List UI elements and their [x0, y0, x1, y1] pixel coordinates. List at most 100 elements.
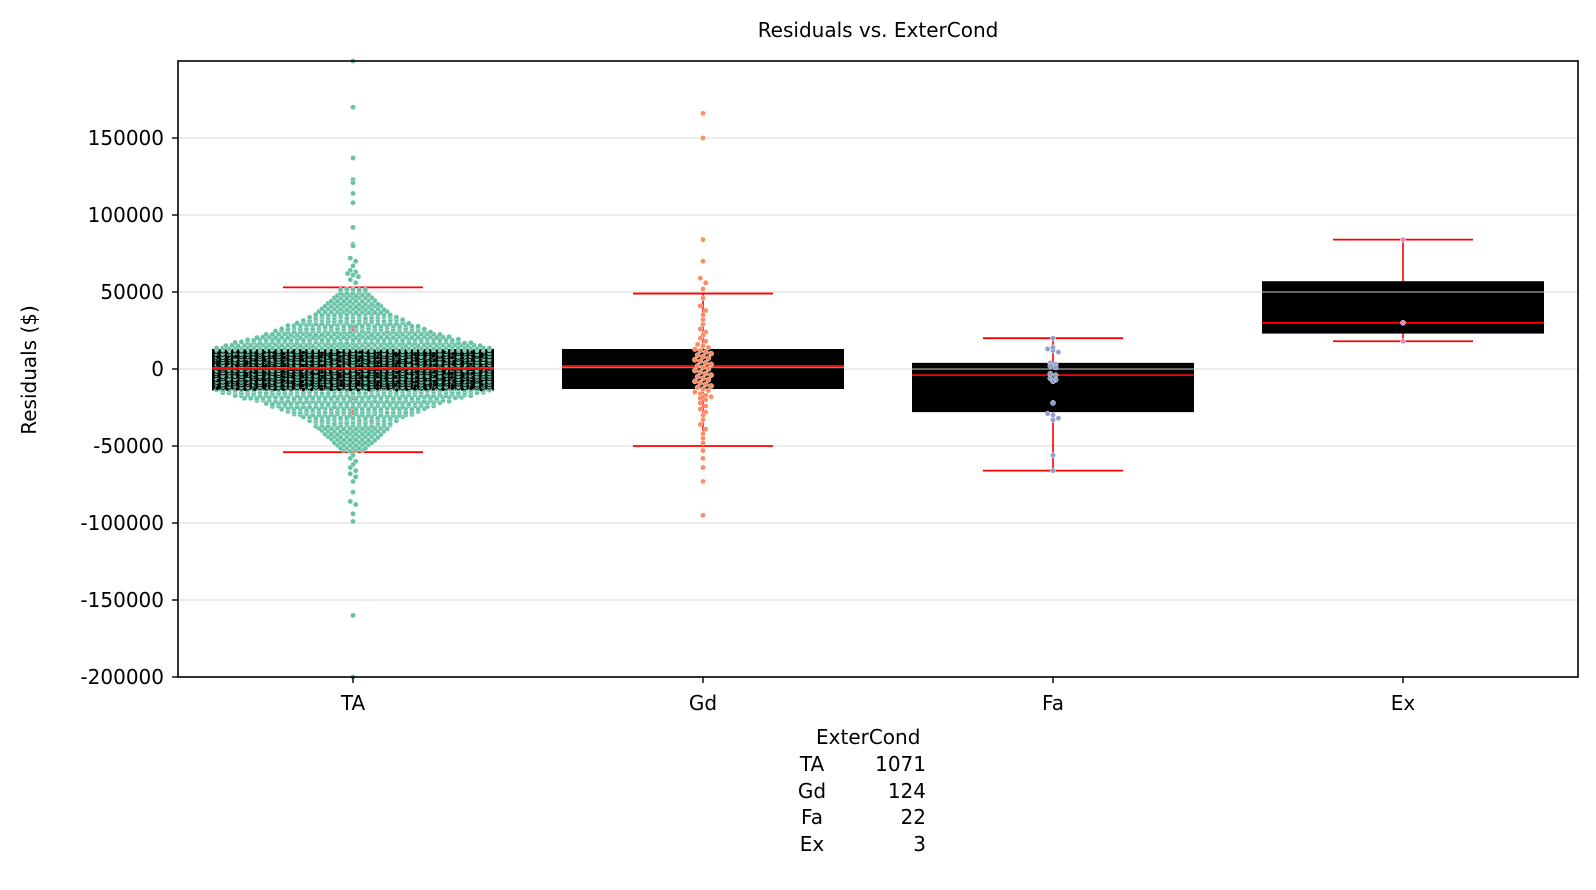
data-point	[692, 356, 698, 363]
counts-row: TA 1071	[790, 751, 990, 777]
data-point	[375, 383, 380, 387]
data-point	[352, 501, 359, 508]
data-point	[414, 356, 418, 360]
data-point	[309, 387, 314, 392]
data-point	[368, 301, 375, 308]
y-tick-label: -150000	[80, 588, 164, 612]
x-tick-label: Ex	[1391, 691, 1416, 715]
data-point	[378, 431, 384, 438]
counts-row-count: 1071	[875, 752, 926, 776]
data-point	[350, 263, 356, 269]
data-point	[262, 355, 266, 359]
data-point	[254, 334, 260, 341]
data-point	[700, 375, 706, 382]
data-point	[300, 371, 304, 376]
data-point	[366, 362, 370, 366]
data-point	[338, 364, 342, 368]
data-point	[319, 387, 323, 391]
data-point	[442, 350, 446, 354]
data-point	[697, 347, 704, 354]
data-point	[350, 190, 356, 197]
data-point	[301, 363, 305, 368]
data-point	[243, 354, 248, 358]
data-point	[310, 354, 314, 358]
data-point	[301, 374, 305, 379]
data-point	[294, 320, 301, 326]
data-point	[312, 332, 319, 338]
data-point	[700, 343, 706, 349]
data-point	[215, 360, 219, 364]
box-Ex	[1262, 281, 1544, 334]
data-point	[422, 371, 426, 375]
data-point	[423, 383, 427, 387]
data-point	[442, 370, 446, 375]
data-point	[394, 383, 398, 387]
data-point	[395, 379, 400, 384]
counts-row-label: Ex	[799, 831, 825, 856]
counts-row-count: 124	[887, 778, 926, 803]
data-point	[692, 367, 698, 374]
data-point	[290, 375, 295, 379]
data-point	[337, 351, 341, 355]
data-point	[350, 272, 356, 278]
data-point	[254, 376, 258, 380]
data-point	[236, 374, 240, 379]
data-point	[1050, 378, 1056, 385]
data-point	[365, 351, 370, 355]
data-point	[328, 355, 332, 359]
data-point	[238, 339, 245, 345]
data-point	[301, 350, 305, 355]
axes: -200000 -150000 -100000 -50000 0 50000 100000 1…	[80, 60, 1579, 715]
data-point	[356, 287, 363, 293]
data-point	[350, 510, 356, 517]
data-point	[460, 387, 465, 391]
data-point	[470, 358, 475, 362]
data-point	[225, 380, 229, 384]
data-point	[450, 371, 454, 375]
y-tick-label: -200000	[80, 665, 164, 689]
x-tick-label: TA	[340, 691, 366, 715]
counts-row: Ex 3	[790, 831, 990, 857]
data-point	[461, 340, 468, 347]
data-point	[442, 359, 446, 363]
data-point	[319, 384, 324, 388]
data-point	[694, 341, 701, 348]
data-point	[310, 382, 314, 386]
data-point	[1050, 335, 1056, 342]
data-point	[300, 380, 304, 384]
data-point	[386, 384, 390, 388]
data-point	[708, 372, 714, 378]
data-point	[441, 387, 445, 392]
data-point	[281, 387, 285, 391]
data-point	[700, 236, 706, 243]
data-point	[216, 379, 220, 383]
data-point	[281, 360, 285, 364]
data-point	[337, 387, 341, 392]
data-point	[393, 314, 400, 320]
data-point	[409, 406, 415, 413]
data-point	[432, 383, 437, 387]
y-tick-label: 50000	[100, 280, 164, 304]
data-point	[702, 370, 709, 377]
data-point	[254, 380, 258, 384]
data-point	[350, 612, 356, 619]
data-point	[451, 352, 455, 356]
counts-row-label: Fa	[801, 805, 823, 829]
data-point	[291, 350, 295, 354]
counts-row-count: 3	[913, 831, 926, 856]
data-point	[471, 376, 475, 380]
data-point	[378, 406, 384, 413]
data-point	[263, 370, 267, 374]
data-point	[217, 384, 221, 388]
data-point	[414, 370, 418, 374]
data-point	[376, 375, 380, 379]
data-point	[355, 273, 362, 280]
data-point	[262, 374, 266, 378]
data-point	[376, 355, 380, 360]
data-point	[225, 359, 229, 363]
data-point	[694, 384, 701, 391]
data-point	[226, 362, 230, 366]
data-point	[291, 363, 296, 367]
data-point	[337, 287, 344, 293]
data-point	[478, 374, 482, 378]
